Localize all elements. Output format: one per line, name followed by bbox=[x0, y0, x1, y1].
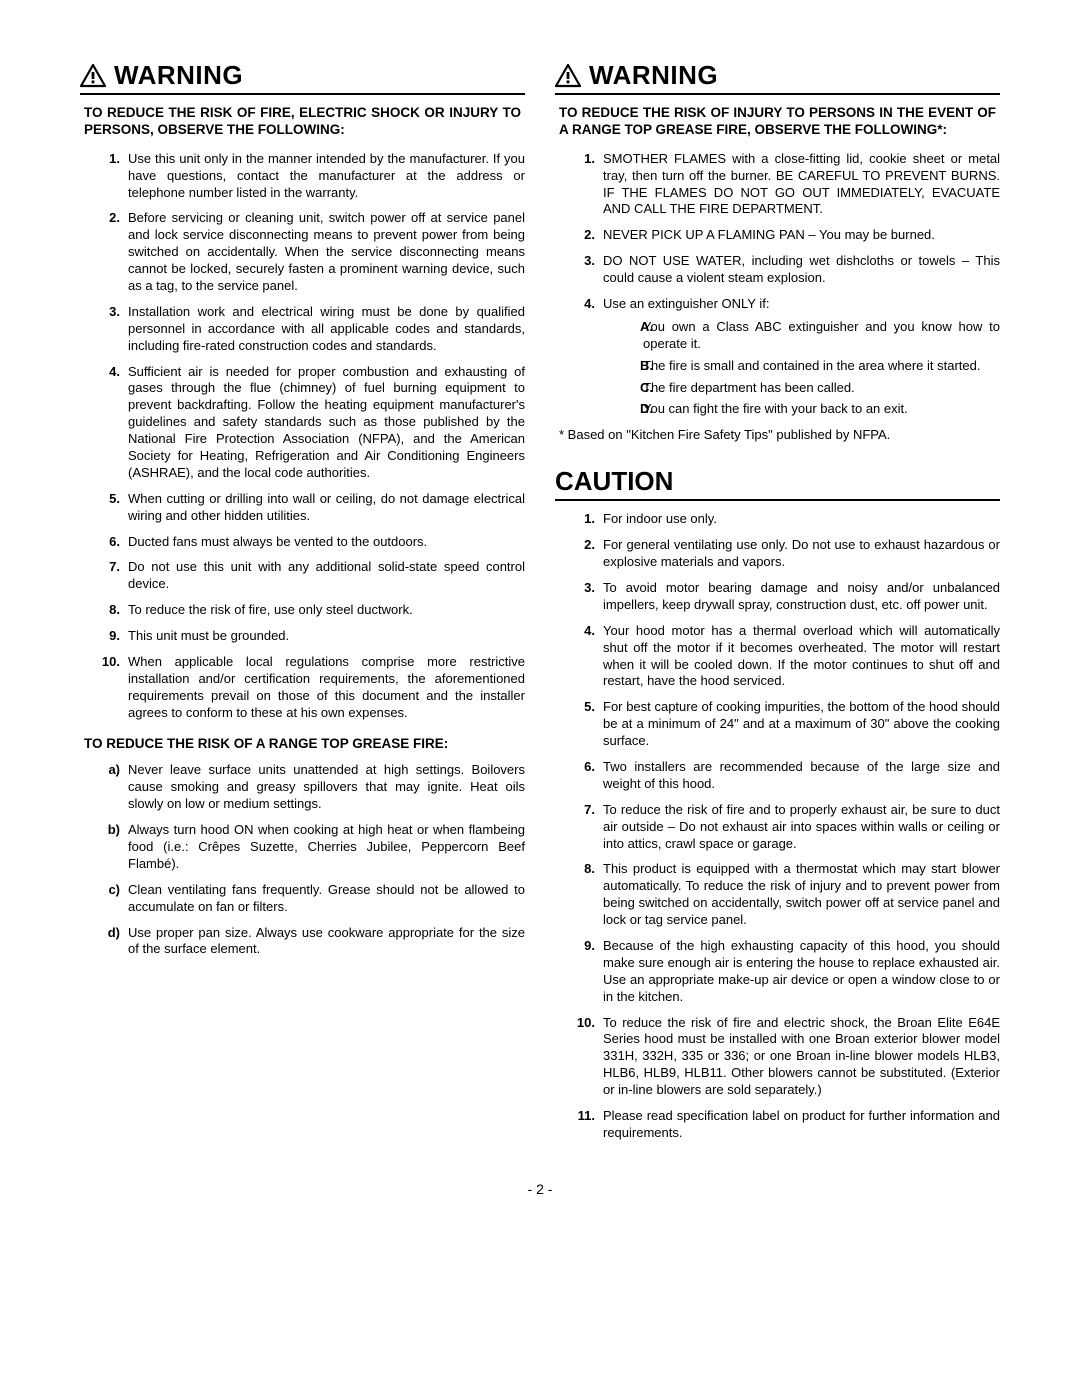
list-item: 8.This product is equipped with a thermo… bbox=[583, 861, 1000, 929]
list-item: 7.Do not use this unit with any addition… bbox=[108, 559, 525, 593]
list-item: C.The fire department has been called. bbox=[623, 380, 1000, 397]
list-item: 3.DO NOT USE WATER, including wet dishcl… bbox=[583, 253, 1000, 287]
list-item: 11.Please read specification label on pr… bbox=[583, 1108, 1000, 1142]
warning-triangle-icon bbox=[80, 64, 106, 88]
right-lead-text: TO REDUCE THE RISK OF INJURY TO PERSONS … bbox=[555, 105, 1000, 139]
warning-header-right: WARNING bbox=[555, 60, 1000, 95]
list-item: 1.Use this unit only in the manner inten… bbox=[108, 151, 525, 202]
list-item: 8.To reduce the risk of fire, use only s… bbox=[108, 602, 525, 619]
left-alpha-list: a)Never leave surface units unattended a… bbox=[80, 762, 525, 958]
list-item: b)Always turn hood ON when cooking at hi… bbox=[108, 822, 525, 873]
list-item: 5.For best capture of cooking impurities… bbox=[583, 699, 1000, 750]
right-numbered-list: 1.SMOTHER FLAMES with a close-fitting li… bbox=[555, 151, 1000, 419]
page-number: - 2 - bbox=[80, 1181, 1000, 1197]
list-item: 10.When applicable local regulations com… bbox=[108, 654, 525, 722]
caution-numbered-list: 1.For indoor use only. 2.For general vent… bbox=[555, 511, 1000, 1142]
right-column: WARNING TO REDUCE THE RISK OF INJURY TO … bbox=[555, 60, 1000, 1151]
list-item: 7.To reduce the risk of fire and to prop… bbox=[583, 802, 1000, 853]
left-column: WARNING TO REDUCE THE RISK OF FIRE, ELEC… bbox=[80, 60, 525, 1151]
list-item: 2.For general ventilating use only. Do n… bbox=[583, 537, 1000, 571]
warning-triangle-icon bbox=[555, 64, 581, 88]
list-item: 4.Use an extinguisher ONLY if:A.You own … bbox=[583, 296, 1000, 418]
list-item: 3.Installation work and electrical wirin… bbox=[108, 304, 525, 355]
list-item: 6.Two installers are recommended because… bbox=[583, 759, 1000, 793]
caution-title: CAUTION bbox=[555, 466, 1000, 497]
list-item: 3.To avoid motor bearing damage and nois… bbox=[583, 580, 1000, 614]
list-item: 5.When cutting or drilling into wall or … bbox=[108, 491, 525, 525]
list-item: 4.Your hood motor has a thermal overload… bbox=[583, 623, 1000, 691]
list-item: 4.Sufficient air is needed for proper co… bbox=[108, 364, 525, 482]
two-column-layout: WARNING TO REDUCE THE RISK OF FIRE, ELEC… bbox=[80, 60, 1000, 1151]
left-sublead: TO REDUCE THE RISK OF A RANGE TOP GREASE… bbox=[80, 736, 525, 753]
list-item: 2.NEVER PICK UP A FLAMING PAN – You may … bbox=[583, 227, 1000, 244]
list-item: 2.Before servicing or cleaning unit, swi… bbox=[108, 210, 525, 294]
left-numbered-list: 1.Use this unit only in the manner inten… bbox=[80, 151, 525, 722]
list-item: 6.Ducted fans must always be vented to t… bbox=[108, 534, 525, 551]
list-item: 9.Because of the high exhausting capacit… bbox=[583, 938, 1000, 1006]
list-item: 10.To reduce the risk of fire and electr… bbox=[583, 1015, 1000, 1099]
warning-header-left: WARNING bbox=[80, 60, 525, 95]
list-item: c)Clean ventilating fans frequently. Gre… bbox=[108, 882, 525, 916]
warning-title: WARNING bbox=[114, 60, 243, 91]
extinguisher-sublist: A.You own a Class ABC extinguisher and y… bbox=[603, 319, 1000, 418]
list-item: 9.This unit must be grounded. bbox=[108, 628, 525, 645]
list-item: B.The fire is small and contained in the… bbox=[623, 358, 1000, 375]
left-lead-text: TO REDUCE THE RISK OF FIRE, ELECTRIC SHO… bbox=[80, 105, 525, 139]
list-item: A.You own a Class ABC extinguisher and y… bbox=[623, 319, 1000, 353]
list-item: d)Use proper pan size. Always use cookwa… bbox=[108, 925, 525, 959]
caution-header: CAUTION bbox=[555, 466, 1000, 501]
list-item: 1.SMOTHER FLAMES with a close-fitting li… bbox=[583, 151, 1000, 219]
list-item: 1.For indoor use only. bbox=[583, 511, 1000, 528]
nfpa-footnote: * Based on "Kitchen Fire Safety Tips" pu… bbox=[555, 427, 1000, 442]
list-item: a)Never leave surface units unattended a… bbox=[108, 762, 525, 813]
warning-title: WARNING bbox=[589, 60, 718, 91]
list-item: D.You can fight the fire with your back … bbox=[623, 401, 1000, 418]
